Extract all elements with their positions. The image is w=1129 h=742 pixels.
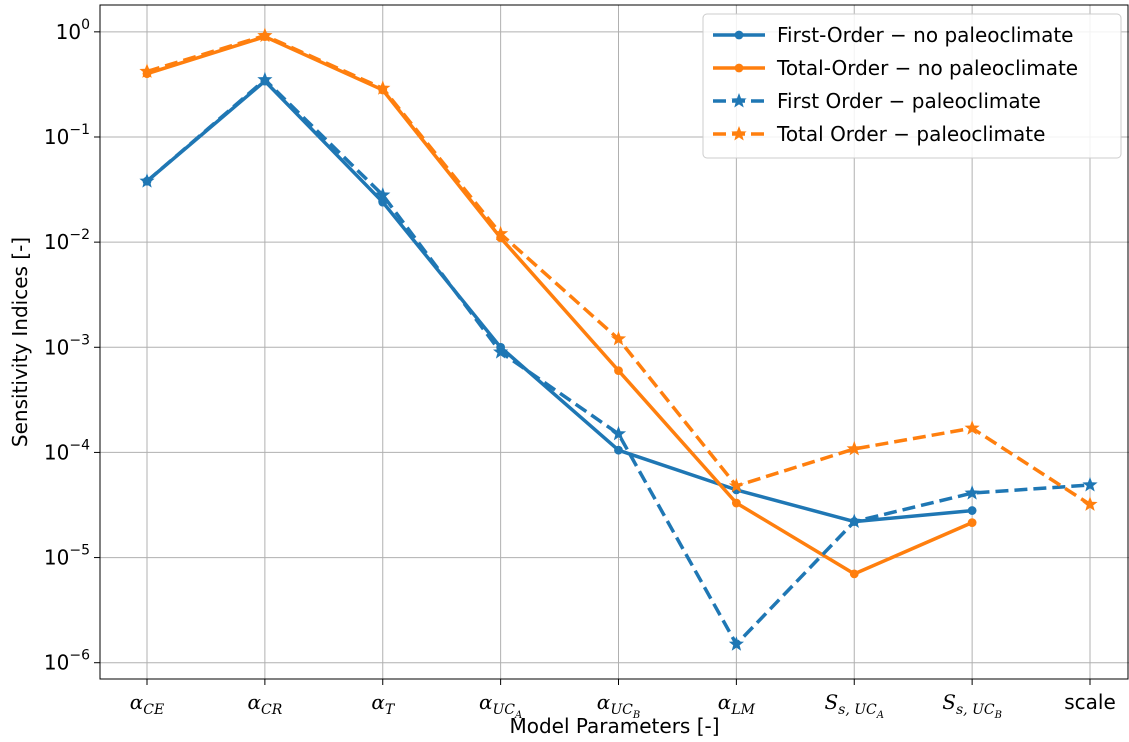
y-tick-label: 10−6 <box>44 648 90 675</box>
data-point <box>614 366 623 376</box>
legend-entry: Total Order − paleoclimate <box>713 122 1045 146</box>
data-point <box>375 80 391 95</box>
data-point <box>614 445 623 455</box>
y-tick-label: 10−5 <box>44 543 90 570</box>
data-point <box>257 71 273 87</box>
legend-label: Total Order − paleoclimate <box>776 122 1045 146</box>
y-axis-title: Sensitivity Indices [-] <box>8 237 32 447</box>
data-point <box>728 477 744 493</box>
data-point <box>964 420 980 435</box>
data-point <box>731 93 747 108</box>
data-point <box>493 225 509 241</box>
data-point <box>139 63 155 78</box>
legend-label: First Order − paleoclimate <box>777 89 1041 113</box>
data-point <box>849 569 859 579</box>
x-tick-label: αCR <box>247 690 282 718</box>
legend-label: First-Order − no paleoclimate <box>777 23 1073 47</box>
series-4 <box>139 27 1098 511</box>
legend-label: Total-Order − no paleoclimate <box>776 56 1078 80</box>
series-layer <box>139 27 1098 651</box>
x-tick-label: Ss, UCA <box>824 690 884 721</box>
y-tick-label: 10−4 <box>44 437 90 464</box>
legend-entry: First-Order − no paleoclimate <box>713 23 1073 47</box>
y-tick-label: 10−1 <box>44 122 90 149</box>
data-point <box>610 331 627 346</box>
legend-entry: First Order − paleoclimate <box>713 89 1041 113</box>
data-point <box>734 63 744 73</box>
data-point <box>610 425 627 441</box>
x-tick-label: αT <box>371 690 396 718</box>
data-point <box>728 636 744 651</box>
data-point <box>375 187 391 202</box>
data-point <box>139 173 155 188</box>
data-point <box>257 27 273 43</box>
x-tick-label: αUCB <box>597 690 640 721</box>
x-tick-label: scale <box>1064 690 1116 714</box>
legend-box <box>702 13 1122 159</box>
x-axis-ticks: αCE αCR αT αUCA αUCB αLM Ss, UCA Ss, UCB scale <box>130 679 1116 721</box>
series-line <box>145 79 973 524</box>
x-tick-label: αLM <box>718 690 756 718</box>
x-tick-label: αUCA <box>479 690 522 721</box>
data-point <box>731 498 741 508</box>
data-point <box>493 344 509 359</box>
legend: First-Order − no paleoclimate Total-Order… <box>702 13 1122 159</box>
series-3 <box>139 71 1098 651</box>
y-tick-label: 10−3 <box>44 332 90 359</box>
plot-frame <box>99 4 1129 680</box>
data-point <box>964 485 980 500</box>
y-axis-ticks: 100 10−1 10−2 10−3 10−4 10−5 10−6 <box>44 17 100 675</box>
y-tick-label: 100 <box>56 17 90 44</box>
x-axis-title: Model Parameters [-] <box>509 714 719 738</box>
y-tick-label: 10−2 <box>44 227 90 254</box>
data-point <box>731 126 747 141</box>
x-tick-label: Ss, UCB <box>942 690 1002 721</box>
data-point <box>1082 477 1098 492</box>
data-point <box>1082 496 1098 511</box>
data-point <box>846 513 862 528</box>
data-point <box>846 440 862 456</box>
data-point <box>967 506 977 515</box>
series-line <box>145 78 1091 646</box>
legend-entry: Total-Order − no paleoclimate <box>713 56 1078 80</box>
data-point <box>734 30 744 40</box>
x-tick-label: αCE <box>130 690 164 718</box>
data-point <box>967 518 977 528</box>
